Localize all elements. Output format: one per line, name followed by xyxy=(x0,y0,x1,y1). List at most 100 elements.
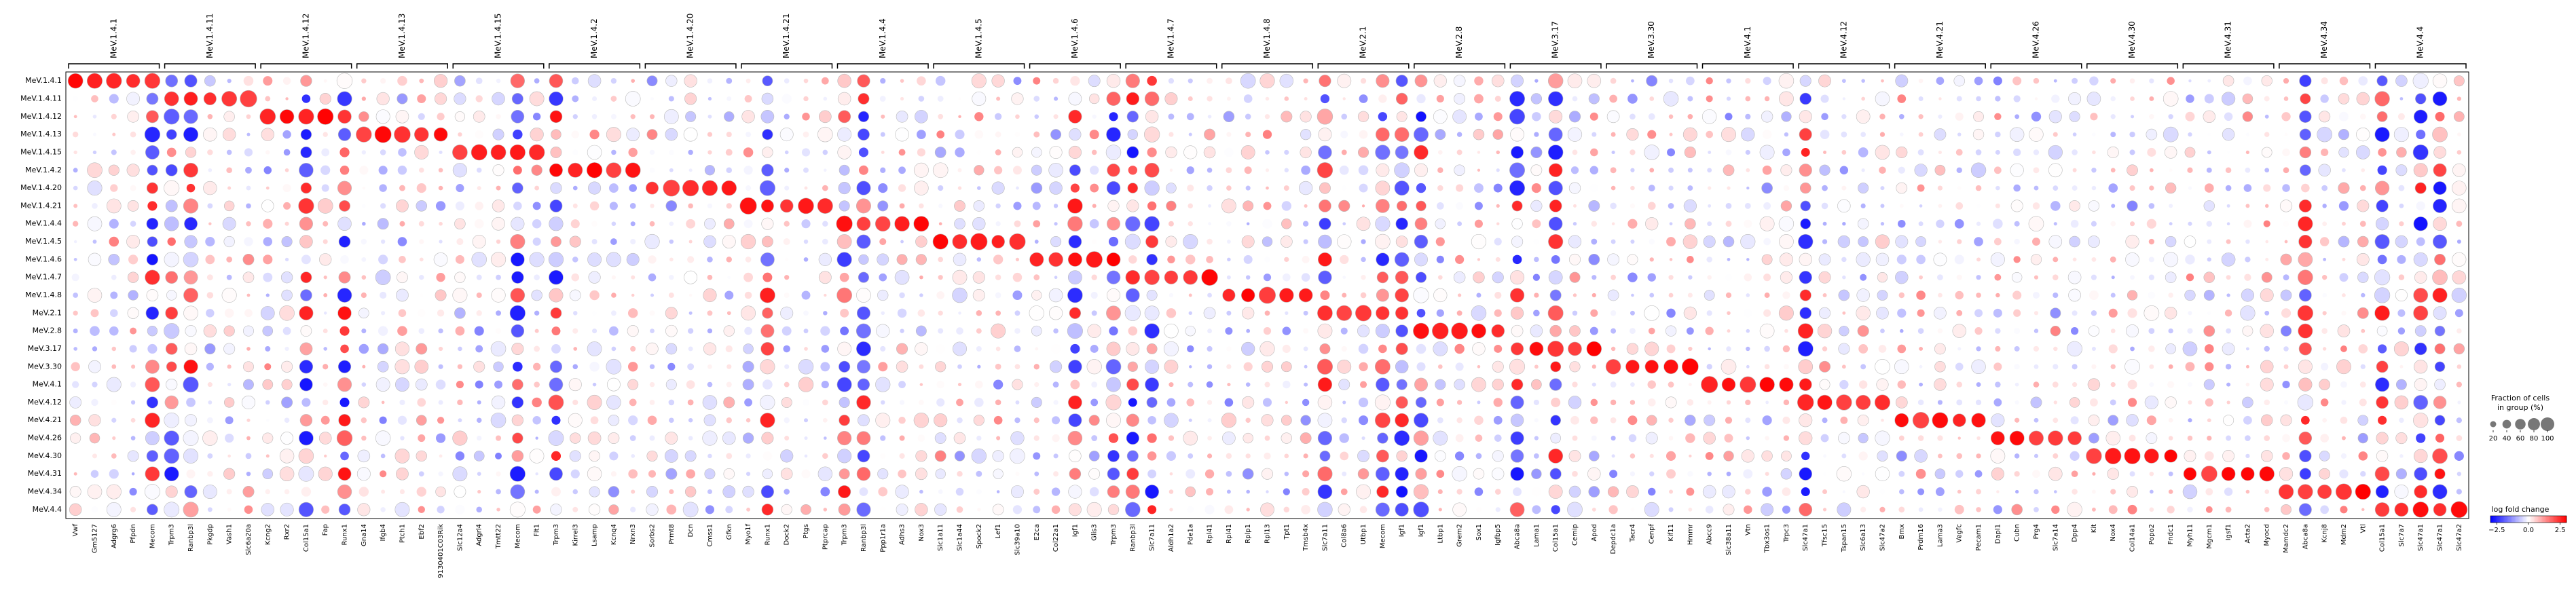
dot xyxy=(490,341,507,357)
dot xyxy=(1455,255,1465,264)
dot xyxy=(572,114,578,119)
gene-label: Abcc9 xyxy=(1706,524,1714,545)
dot xyxy=(669,489,674,495)
dot xyxy=(1338,379,1350,390)
dot xyxy=(2242,111,2253,122)
dot xyxy=(1188,96,1193,101)
dot xyxy=(1995,345,2001,352)
dot xyxy=(1279,73,1294,88)
colorbar-segment xyxy=(2537,516,2539,523)
dot xyxy=(783,238,790,246)
dot xyxy=(900,328,904,333)
dot xyxy=(2225,167,2232,174)
dot xyxy=(898,184,906,192)
dot xyxy=(111,274,117,280)
dot xyxy=(2223,415,2234,426)
dot xyxy=(206,362,214,371)
dot xyxy=(1995,203,2000,208)
gene-label: Kcng2 xyxy=(264,524,272,545)
dot xyxy=(1395,324,1409,337)
gene-label: Ptprcap xyxy=(822,524,829,550)
dot xyxy=(227,507,232,512)
dot xyxy=(955,130,965,140)
dot xyxy=(265,96,271,102)
dot xyxy=(2355,483,2371,500)
gene-label: Trpm3 xyxy=(841,524,849,546)
dot xyxy=(1917,309,1925,317)
dot xyxy=(1822,489,1828,495)
dot xyxy=(1395,396,1408,409)
dot xyxy=(2264,114,2269,119)
dot xyxy=(1956,381,1962,388)
dot xyxy=(1243,94,1253,103)
dot xyxy=(1128,255,1137,264)
gene-label: Slc1a11 xyxy=(937,524,944,551)
dot xyxy=(1627,254,1638,265)
dot xyxy=(1971,413,1986,428)
dot xyxy=(1822,185,1828,191)
dot xyxy=(1707,400,1712,405)
dot xyxy=(1800,218,1811,229)
dot xyxy=(283,202,291,210)
dot xyxy=(1356,217,1371,231)
dot xyxy=(760,413,775,428)
dot xyxy=(439,150,443,154)
dot xyxy=(1456,149,1462,155)
dot xyxy=(2033,167,2040,174)
dot xyxy=(1704,414,1716,426)
dot xyxy=(2395,379,2407,390)
dot xyxy=(742,485,754,498)
dot xyxy=(1319,182,1331,194)
group-label: MeV.4.21 xyxy=(1935,21,1945,58)
dot xyxy=(589,129,600,140)
dot xyxy=(707,328,713,334)
dot xyxy=(1797,341,1814,357)
size-legend-label: 20 xyxy=(2489,435,2498,443)
dot xyxy=(572,257,578,263)
dot xyxy=(2245,132,2250,136)
dot xyxy=(938,489,943,494)
dot xyxy=(2010,200,2023,212)
dot xyxy=(1474,202,1483,210)
dot xyxy=(2149,364,2154,369)
dot xyxy=(2168,293,2173,298)
dot xyxy=(973,200,985,212)
dot xyxy=(416,343,428,355)
dot xyxy=(1626,485,1639,498)
dot xyxy=(2130,96,2135,101)
dot xyxy=(1649,453,1654,458)
dot xyxy=(1303,346,1308,352)
dot xyxy=(1284,149,1289,155)
dot xyxy=(2356,252,2370,266)
dot xyxy=(1687,256,1694,263)
dot xyxy=(299,305,314,320)
dot xyxy=(280,502,294,516)
dot xyxy=(263,272,273,282)
dot xyxy=(147,236,158,247)
dot xyxy=(438,471,443,476)
dot xyxy=(1203,146,1216,159)
dot xyxy=(2242,396,2253,409)
dot xyxy=(2341,310,2347,316)
dot xyxy=(71,381,79,388)
dot xyxy=(783,345,790,353)
dot xyxy=(818,110,832,124)
dot xyxy=(2146,432,2158,444)
dot xyxy=(1457,221,1462,227)
dot xyxy=(298,109,314,125)
dot xyxy=(1974,470,1983,478)
dot xyxy=(1668,114,1674,119)
dot xyxy=(1898,489,1905,495)
dot xyxy=(1995,96,2001,102)
dot xyxy=(1837,502,1852,517)
group-bracket xyxy=(2086,63,2179,69)
dot xyxy=(279,449,295,464)
dot xyxy=(1494,344,1503,353)
dot xyxy=(1067,430,1083,446)
dot xyxy=(2163,252,2179,267)
dot xyxy=(2051,505,2060,514)
dot xyxy=(1630,400,1636,405)
dot xyxy=(1993,362,2002,371)
dot xyxy=(2148,345,2155,352)
dot xyxy=(2299,110,2312,124)
